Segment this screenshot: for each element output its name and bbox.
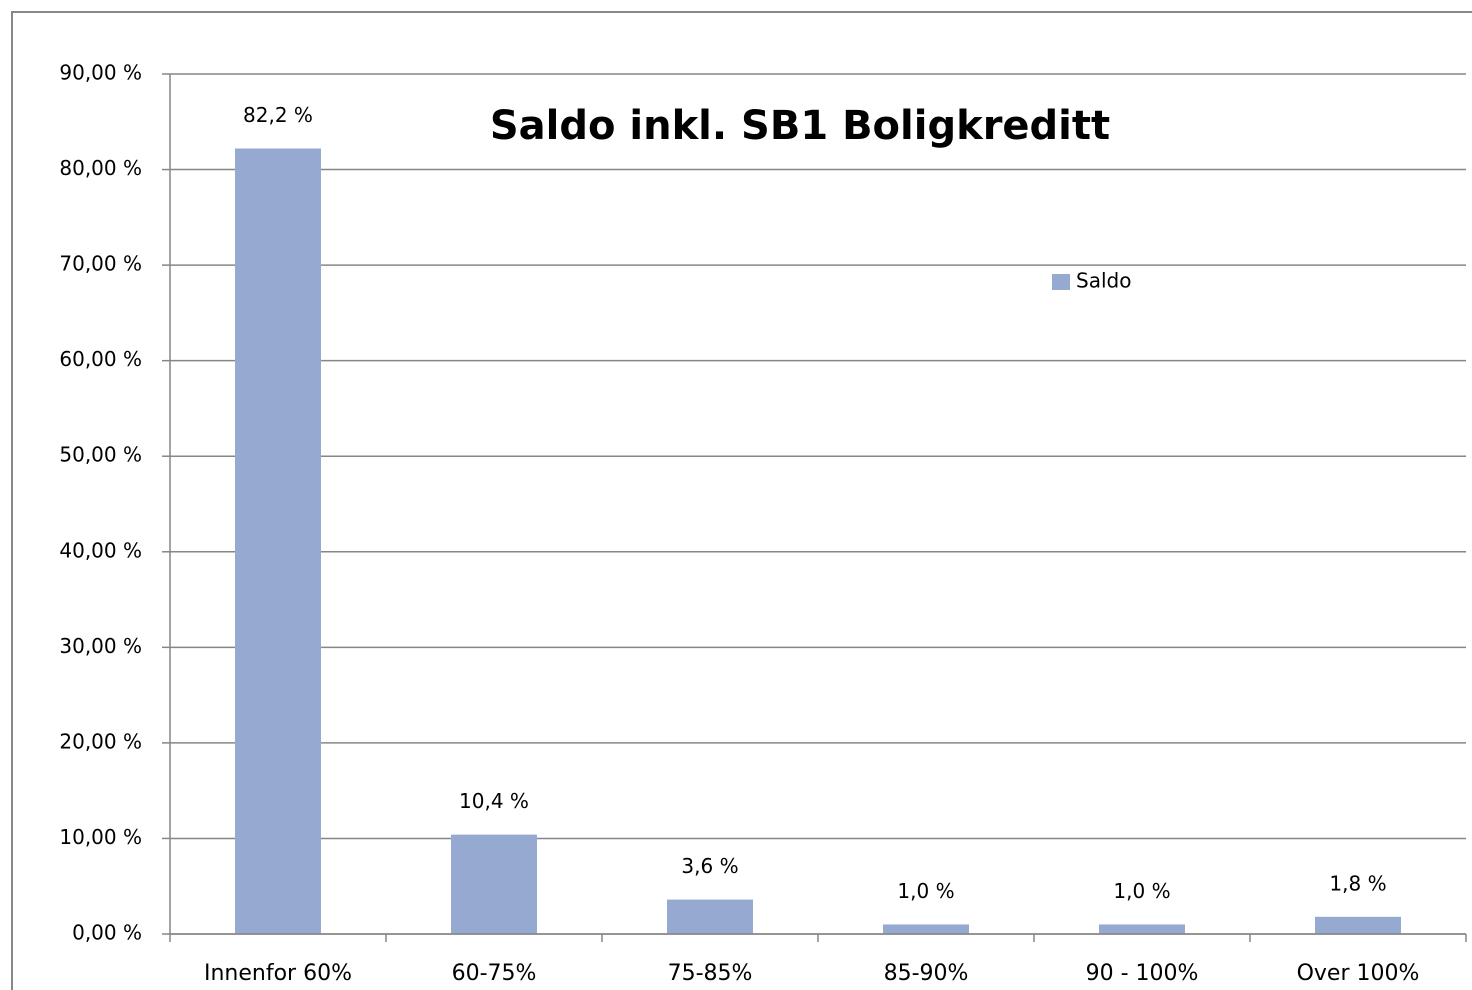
value-label: 1,0 % [897,879,954,903]
bar [1315,916,1401,934]
y-tick-label: 80,00 % [59,156,142,180]
y-tick-label: 40,00 % [59,538,142,562]
value-label: 1,0 % [1113,879,1170,903]
y-tick-label: 10,00 % [59,825,142,849]
x-tick-label: 85-90% [884,961,969,986]
legend-label: Saldo [1076,269,1131,293]
bar [1099,924,1185,934]
x-tick-label: Over 100% [1297,961,1420,986]
legend-swatch [1052,274,1070,290]
y-tick-label: 60,00 % [59,347,142,371]
value-label: 10,4 % [459,789,529,813]
bar [235,148,321,935]
bar [883,924,969,934]
y-tick-label: 30,00 % [59,634,142,658]
y-tick-label: 0,00 % [72,921,142,945]
x-tick-label: Innenfor 60% [204,961,352,986]
chart-frame [11,11,1472,990]
bar [667,899,753,934]
x-tick-label: 60-75% [452,961,537,986]
value-label: 3,6 % [681,854,738,878]
x-tick-label: 75-85% [668,961,753,986]
value-label: 1,8 % [1329,871,1386,895]
y-tick-label: 50,00 % [59,443,142,467]
value-label: 82,2 % [243,103,313,127]
y-tick-label: 70,00 % [59,252,142,276]
bar [451,834,537,934]
y-tick-label: 90,00 % [59,61,142,85]
chart-title: Saldo inkl. SB1 Boligkreditt [490,103,1110,149]
x-tick-label: 90 - 100% [1086,961,1199,986]
y-tick-label: 20,00 % [59,729,142,753]
